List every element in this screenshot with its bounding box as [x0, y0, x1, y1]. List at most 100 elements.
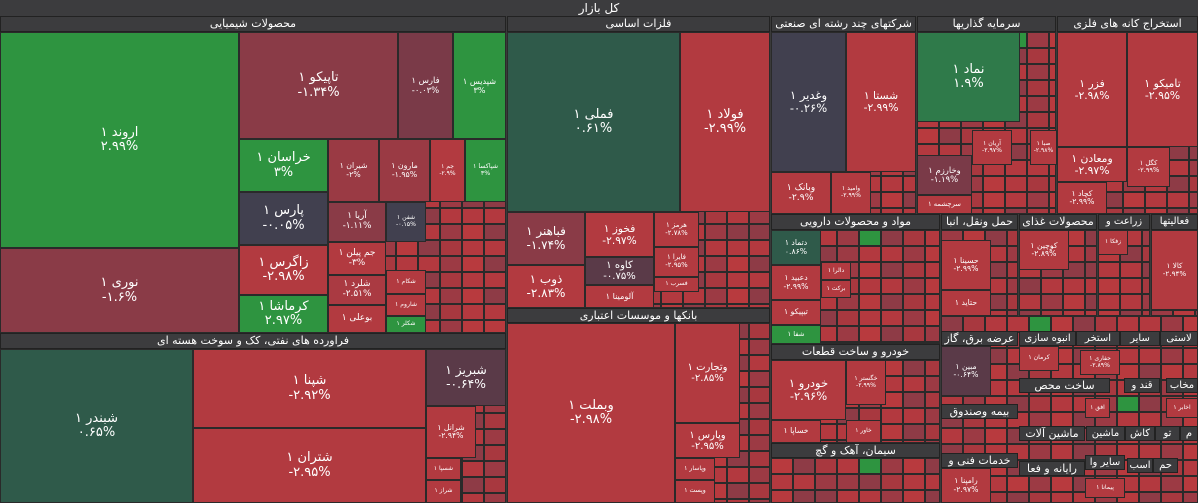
filler-tile [1007, 310, 1018, 316]
filler-tile [1098, 278, 1120, 294]
filler-tile [1005, 208, 1027, 214]
filler-tile [903, 360, 925, 376]
stock-name: وبانک ۱ [786, 181, 816, 193]
filler-tile [1027, 192, 1049, 208]
filler-tile [1173, 310, 1195, 316]
stock-tile: کگل ۱ -۲.۹۹% [1127, 147, 1170, 187]
stock-change: -۲.۹۸% [1033, 146, 1054, 154]
stock-tile: کاوه ۱ -۰.۷۵% [585, 257, 654, 285]
stock-name: شسپا ۱ [433, 464, 454, 472]
filler-tile [771, 474, 793, 490]
filler-tile [440, 288, 462, 304]
filler-tile [881, 192, 903, 208]
stock-name: شبریز ۱ [445, 362, 487, 377]
stock-name: کوچین ۱ [1030, 240, 1058, 250]
filler-tile [1027, 80, 1049, 96]
filler-tile [749, 304, 770, 308]
filler-tile [1095, 316, 1117, 332]
stock-tile: رامپنا ۱ -۲.۹۷% [941, 468, 991, 503]
stock-tile: هرمز ۱ -۲.۷۸% [654, 212, 699, 247]
stock-tile: مارون ۱ -۱.۹۵% [379, 139, 430, 202]
filler-tile [859, 246, 881, 262]
filler-tile [903, 342, 925, 344]
filler-tile [1049, 48, 1056, 64]
stock-tile: نوری ۱ -۱.۶% [0, 248, 239, 333]
filler-tile [484, 461, 506, 477]
filler-tile [1041, 278, 1063, 294]
filler-tile [983, 208, 1005, 214]
filler-tile [1117, 316, 1139, 332]
filler-tile [661, 304, 683, 308]
stock-tile: فخوز ۱ -۲.۹۷% [585, 212, 654, 257]
filler-tile [1051, 444, 1073, 460]
filler-tile [859, 230, 881, 246]
filler-tile [1027, 208, 1049, 214]
filler-tile [749, 499, 770, 503]
stock-name: حفاری ۱ [1089, 354, 1111, 362]
stock-tile: وبملت ۱ -۲.۹۸% [507, 323, 675, 503]
stock-tile: افق ۱ [1085, 398, 1110, 418]
stock-name: آریا ۱ [347, 211, 367, 222]
stock-tile: آریان ۱ -۲.۹۷% [972, 130, 1012, 165]
filler-tile [881, 440, 903, 443]
stock-tile: اروند ۱ ۲.۹۹% [0, 32, 239, 248]
stock-tile: وپست ۱ [675, 480, 715, 503]
stock-name: تیپیکو ۱ [784, 307, 808, 317]
stock-name: خاور ۱ [855, 427, 872, 435]
stock-change: -۲.۹۴% [438, 431, 464, 440]
stock-tile: تامیکو ۱ -۲.۹۵% [1127, 32, 1198, 147]
filler-tile [925, 392, 940, 408]
filler-tile [440, 304, 462, 320]
stock-name: آلومینا ۱ [605, 290, 634, 301]
filler-tile [815, 474, 837, 490]
filler-tile [1049, 80, 1056, 96]
stock-change: -۱.۳۴% [297, 84, 340, 100]
stock-tile: مبین ۱ -۰.۶۴% [941, 346, 991, 396]
sector-header: حم [1153, 458, 1178, 473]
stock-tile: شپدیس ۱ ۳% [453, 32, 506, 139]
filler-tile [859, 326, 881, 342]
filler-tile [1007, 476, 1029, 492]
filler-tile [859, 310, 881, 326]
stock-change: ۳% [473, 84, 486, 95]
filler-tile [749, 240, 770, 256]
filler-tile [1051, 492, 1073, 503]
stock-name: فزر ۱ [1079, 76, 1105, 90]
filler-tile [484, 445, 506, 461]
filler-tile [1098, 310, 1120, 316]
stock-tile: خراسان ۱ ۳% [239, 139, 328, 192]
filler-tile [859, 342, 881, 344]
filler-tile [837, 458, 859, 474]
stock-tile: کرمان ۱ [1019, 346, 1059, 371]
filler-tile [1041, 310, 1063, 316]
stock-name: کرماشا ۱ [258, 298, 309, 314]
stock-name: شپنا ۱ [292, 373, 327, 389]
stock-name: سرچشمه ۱ [928, 199, 961, 208]
stock-name: شاروم ۱ [394, 300, 417, 308]
stock-change: -۲.۹۴% [1162, 269, 1187, 278]
filler-tile [749, 403, 770, 419]
stock-change: ۳% [480, 169, 491, 177]
filler-tile [1098, 294, 1120, 310]
filler-tile [837, 246, 859, 262]
sector-header: اسب [1127, 458, 1153, 473]
stock-name: رامپنا ۱ [954, 476, 978, 486]
filler-tile [749, 272, 770, 288]
filler-tile [1085, 262, 1097, 278]
filler-tile [484, 256, 506, 272]
stock-tile: شستا ۱ -۲.۹۹% [846, 32, 916, 172]
filler-tile [1041, 294, 1063, 310]
stock-tile: شلرد ۱ -۲.۵۱% [328, 275, 386, 305]
filler-tile [1139, 476, 1161, 492]
filler-tile [749, 355, 770, 371]
stock-tile: فسرب ۱ [654, 277, 699, 292]
filler-tile [881, 246, 903, 262]
stock-tile: زفکا ۱ [1098, 230, 1128, 255]
stock-name: فباهنر ۱ [526, 224, 566, 239]
stock-tile: شتران ۱ -۲.۹۵% [193, 428, 426, 503]
stock-tile: فزر ۱ -۲.۹۸% [1057, 32, 1127, 147]
sector-header: قند و [1124, 378, 1160, 393]
stock-change: ۱.۹% [953, 76, 984, 91]
sector-header: فلزات اساسی [507, 16, 770, 32]
filler-tile [963, 316, 985, 332]
